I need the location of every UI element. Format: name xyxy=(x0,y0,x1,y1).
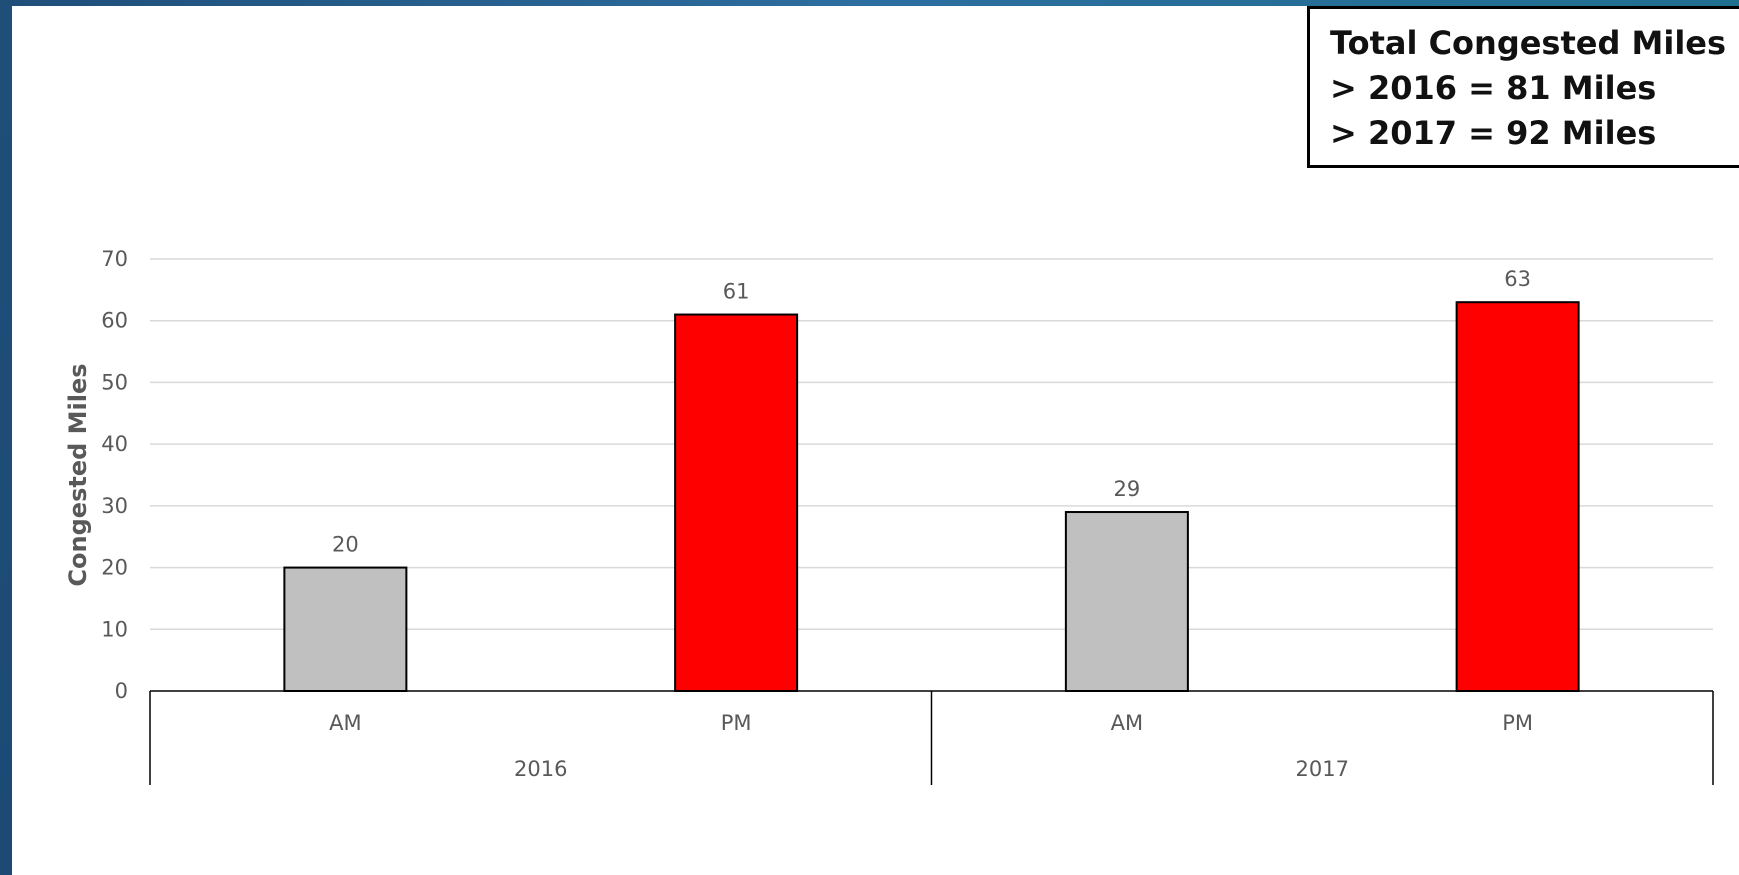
data-label: 20 xyxy=(332,533,359,557)
x-category-label: PM xyxy=(1502,711,1533,735)
gridlines xyxy=(149,258,1714,785)
left-border-strip xyxy=(0,0,12,875)
y-tick-label: 70 xyxy=(101,247,128,271)
bar-2016-pm xyxy=(674,313,799,692)
x-group-label: 2016 xyxy=(514,757,567,781)
x-group-label: 2017 xyxy=(1296,757,1349,781)
summary-2017: > 2017 = 92 Miles xyxy=(1330,114,1657,152)
y-tick-label: 20 xyxy=(101,556,128,580)
data-label: 63 xyxy=(1504,267,1531,291)
data-label: 61 xyxy=(723,280,750,304)
chart-labels: 0 10 20 30 40 50 60 70 20 AM 61 PM 29 AM 63 PM 2016 2017 xyxy=(101,247,1533,781)
bar-2017-am xyxy=(1064,511,1189,692)
x-category-label: AM xyxy=(1111,711,1143,735)
summary-2016: > 2016 = 81 Miles xyxy=(1330,69,1657,107)
total-congested-miles-box: Total Congested Miles > 2016 = 81 Miles … xyxy=(1307,6,1739,168)
bars xyxy=(283,301,1580,692)
y-tick-label: 30 xyxy=(101,494,128,518)
summary-title: Total Congested Miles xyxy=(1330,24,1727,62)
bar-2017-pm xyxy=(1455,301,1580,692)
y-tick-label: 40 xyxy=(101,432,128,456)
y-axis-title: Congested Miles xyxy=(64,363,92,586)
x-category-label: AM xyxy=(329,711,361,735)
y-tick-label: 10 xyxy=(101,617,128,641)
bar-2016-am xyxy=(283,566,408,692)
y-tick-label: 50 xyxy=(101,370,128,394)
x-category-label: PM xyxy=(721,711,752,735)
data-label: 29 xyxy=(1114,477,1141,501)
y-tick-label: 60 xyxy=(101,309,128,333)
top-border-strip xyxy=(0,0,1739,6)
y-tick-label: 0 xyxy=(115,679,128,703)
